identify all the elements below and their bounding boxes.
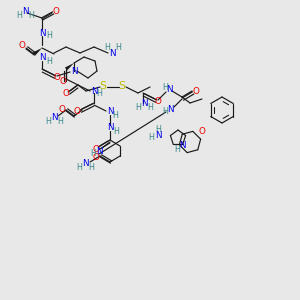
Text: N: N [155, 130, 161, 140]
Text: H: H [104, 43, 110, 52]
Text: H: H [96, 89, 102, 98]
Text: N: N [39, 28, 45, 38]
Text: H: H [147, 103, 153, 112]
Text: H: H [174, 145, 180, 154]
Text: O: O [93, 146, 99, 154]
Text: N: N [166, 85, 172, 94]
Text: O: O [58, 104, 65, 113]
Text: H: H [113, 127, 119, 136]
Text: H: H [28, 11, 34, 20]
Text: N: N [71, 67, 77, 76]
Text: H: H [46, 32, 52, 40]
Text: N: N [96, 146, 102, 155]
Text: N: N [107, 124, 113, 133]
Text: N: N [109, 49, 115, 58]
Text: O: O [54, 74, 60, 82]
Text: H: H [115, 44, 121, 52]
Text: N: N [82, 160, 88, 169]
Text: H: H [135, 103, 141, 112]
Text: O: O [52, 8, 59, 16]
Text: H: H [16, 11, 22, 20]
Text: H: H [162, 82, 168, 91]
Text: S: S [118, 81, 125, 91]
Text: N: N [51, 113, 57, 122]
Text: N: N [39, 53, 45, 62]
Text: O: O [19, 40, 26, 50]
Text: H: H [148, 134, 154, 142]
Polygon shape [65, 63, 74, 70]
Text: H: H [112, 110, 118, 119]
Text: N: N [107, 107, 113, 116]
Text: H: H [88, 163, 94, 172]
Text: N: N [22, 7, 28, 16]
Text: H: H [155, 125, 161, 134]
Text: N: N [91, 86, 97, 95]
Text: O: O [60, 77, 66, 86]
Text: H: H [46, 56, 52, 65]
Text: O: O [193, 86, 200, 95]
Text: N: N [141, 100, 147, 109]
Text: O: O [199, 128, 206, 136]
Text: N: N [179, 140, 185, 149]
Text: O: O [74, 107, 80, 116]
Text: O: O [93, 152, 99, 161]
Polygon shape [33, 48, 42, 56]
Text: H: H [90, 149, 96, 158]
Text: H: H [162, 107, 168, 116]
Text: N: N [167, 104, 173, 113]
Text: O: O [63, 89, 69, 98]
Text: H: H [45, 116, 51, 125]
Text: S: S [100, 81, 106, 91]
Text: H: H [76, 163, 82, 172]
Text: H: H [57, 116, 63, 125]
Text: O: O [154, 98, 161, 106]
